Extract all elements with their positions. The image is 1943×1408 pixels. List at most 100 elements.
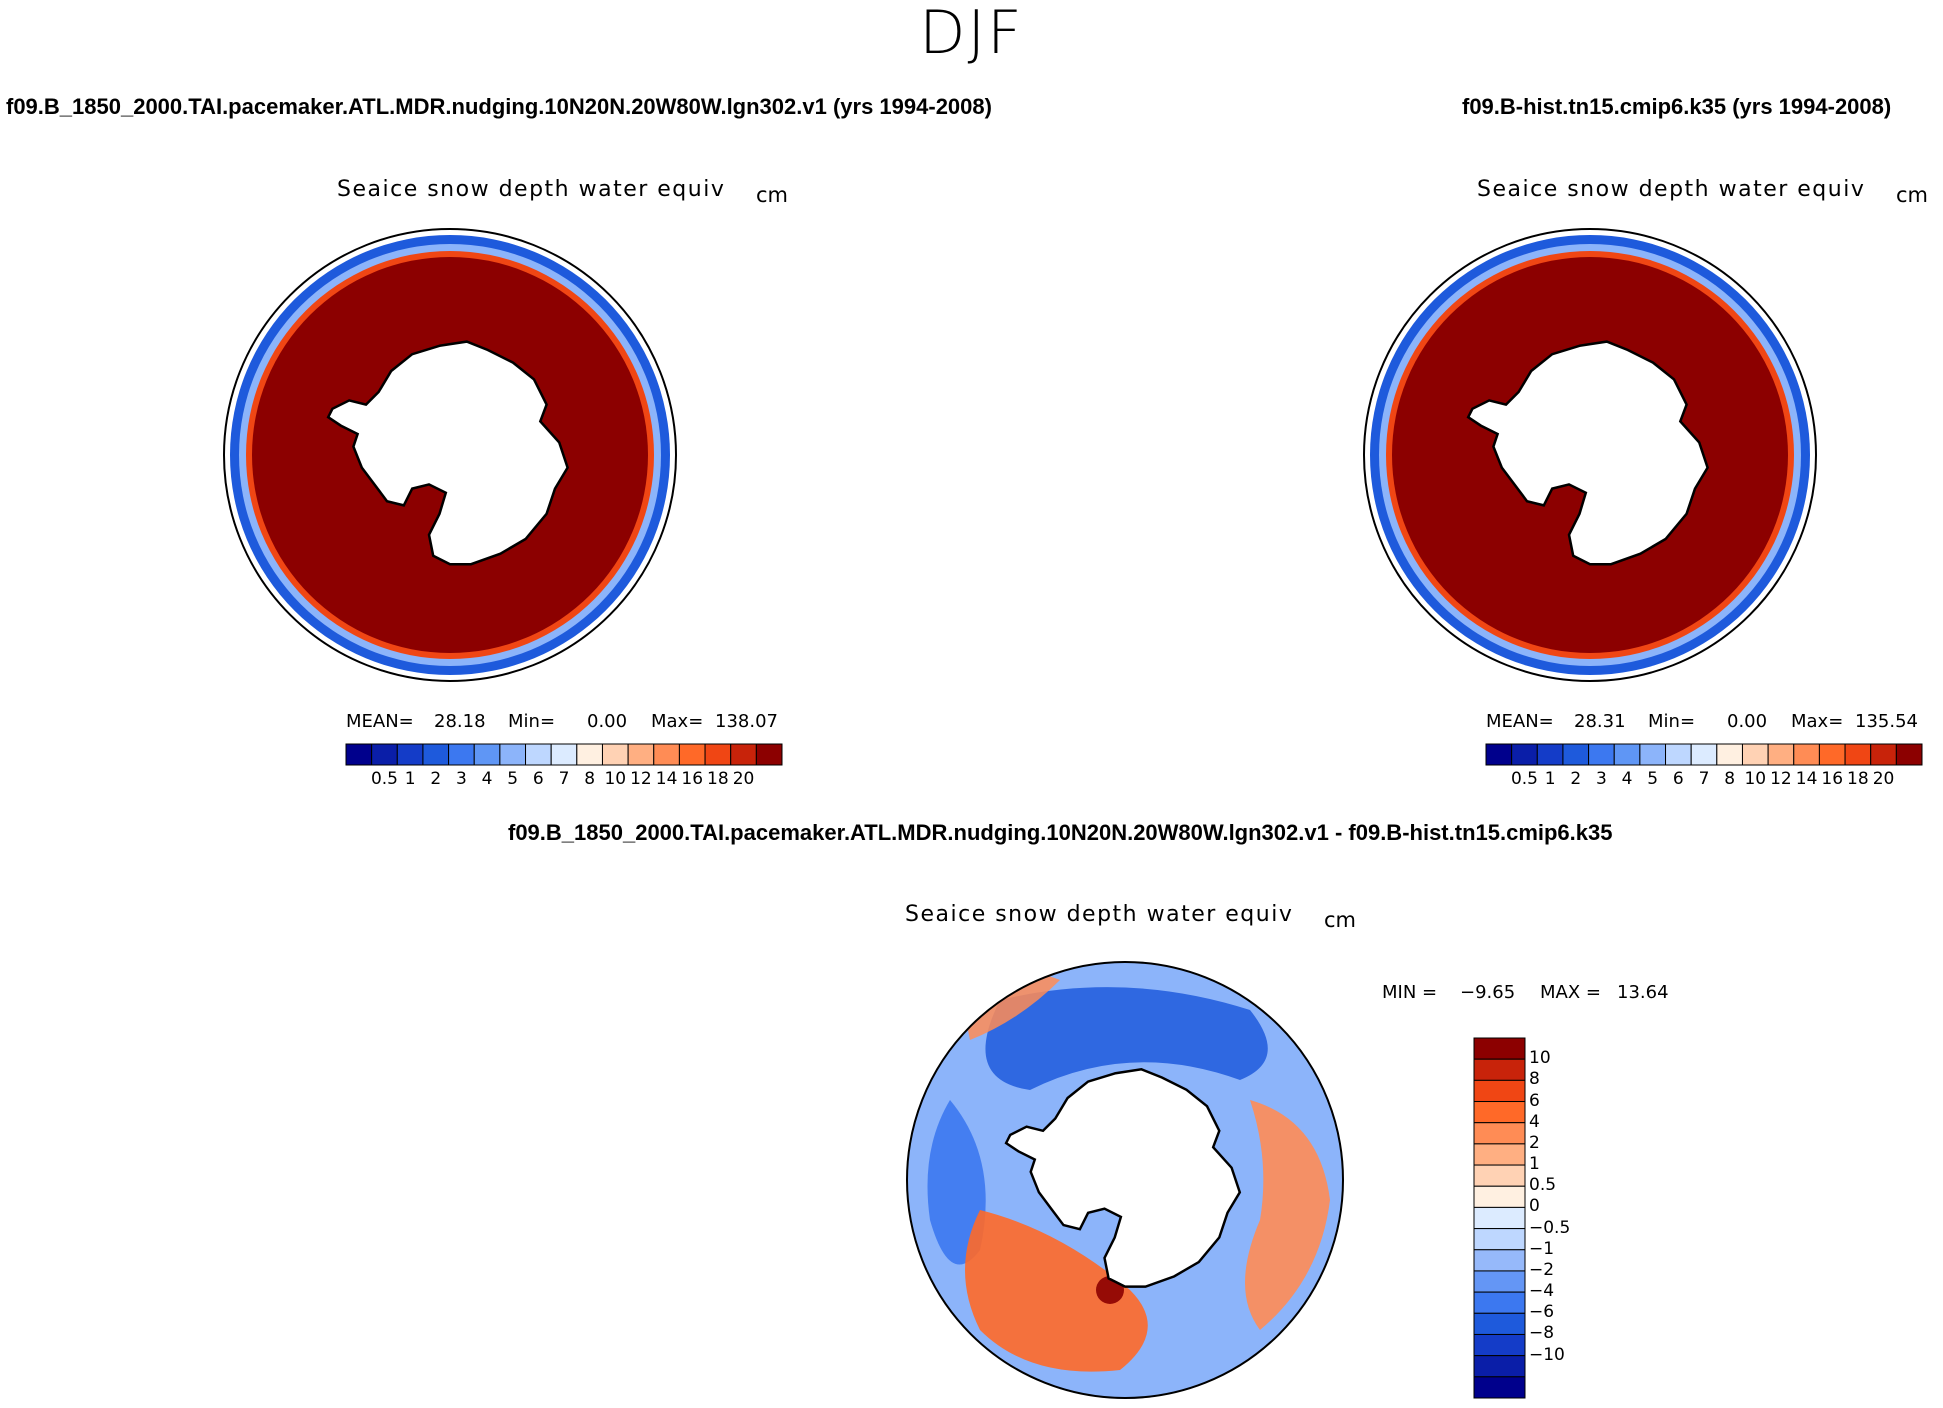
panel-1-mean-label: MEAN= <box>346 711 414 732</box>
colorbar-swatch <box>1793 743 1820 766</box>
colorbar-swatch <box>1473 1355 1526 1378</box>
colorbar-swatch <box>1473 1270 1526 1293</box>
colorbar-tick-label: −10 <box>1529 1344 1565 1365</box>
colorbar-swatch <box>1473 1376 1526 1399</box>
colorbar-swatch <box>627 743 655 766</box>
colorbar-tick-label: 10 <box>1529 1048 1551 1069</box>
panel-2-mean-value: 28.31 <box>1574 711 1626 732</box>
colorbar-swatch <box>525 743 552 766</box>
colorbar-tick-label: −0.5 <box>1529 1217 1571 1238</box>
colorbar-swatch <box>1473 1206 1526 1230</box>
colorbar-tick-label: 3 <box>1595 769 1607 789</box>
panel-1-max-label: Max= <box>651 711 704 732</box>
colorbar-tick-label: −6 <box>1529 1302 1555 1323</box>
colorbar-swatch <box>601 743 629 766</box>
colorbar-tick-label: 7 <box>1698 769 1710 789</box>
colorbar-tick-label: 20 <box>732 769 755 789</box>
colorbar-tick-label: 4 <box>1621 769 1633 789</box>
colorbar-swatch <box>1473 1228 1526 1251</box>
panel-2-map <box>1363 228 1905 682</box>
colorbar-swatch <box>1511 743 1538 766</box>
colorbar-tick-label: 5 <box>1647 769 1659 789</box>
panel-2-max-value: 135.54 <box>1855 711 1918 732</box>
colorbar-tick-label: 1 <box>404 769 416 789</box>
colorbar-tick-label: 0.5 <box>370 769 398 789</box>
panel-2-high-snow-patch <box>1845 385 1905 475</box>
panel-2-colorbar <box>1485 743 1923 766</box>
colorbar-swatch <box>653 743 680 766</box>
panel-1-mean-value: 28.18 <box>434 711 486 732</box>
panel-3-max-value: 13.64 <box>1617 982 1669 1003</box>
panel-2-units: cm <box>1896 183 1929 207</box>
colorbar-tick-label: 18 <box>707 769 729 789</box>
colorbar-swatch <box>396 743 424 766</box>
panel-2-min-value: 0.00 <box>1727 711 1768 732</box>
panel-3-variable-title: Seaice snow depth water equiv <box>905 902 1294 927</box>
colorbar-swatch <box>730 743 757 766</box>
panel-3-map <box>906 961 1344 1399</box>
colorbar-tick-label: 8 <box>1724 769 1736 789</box>
colorbar-swatch <box>1473 1037 1526 1060</box>
colorbar-tick-label: −8 <box>1529 1323 1555 1344</box>
panel-3-map-boundary <box>906 961 1344 1399</box>
colorbar-swatch <box>1473 1164 1526 1187</box>
colorbar-swatch <box>1741 743 1769 766</box>
panel-2-mean-label: MEAN= <box>1486 711 1554 732</box>
colorbar-tick-label: 5 <box>507 769 519 789</box>
colorbar-tick-label: 6 <box>532 769 544 789</box>
colorbar-swatch <box>473 743 501 766</box>
colorbar-swatch <box>448 743 475 766</box>
colorbar-swatch <box>1473 1122 1526 1145</box>
colorbar-swatch <box>345 743 373 766</box>
colorbar-tick-label: 8 <box>584 769 596 789</box>
colorbar-swatch <box>1895 743 1923 766</box>
colorbar-tick-label: 12 <box>1770 769 1792 789</box>
colorbar-swatch <box>1536 743 1564 766</box>
colorbar-tick-label: 4 <box>1529 1111 1540 1132</box>
colorbar-tick-label: 7 <box>558 769 570 789</box>
panel-2-map-boundary <box>1363 228 1817 682</box>
panel-3-units: cm <box>1324 908 1357 932</box>
colorbar-swatch <box>1473 1249 1526 1272</box>
panel-1-variable-title: Seaice snow depth water equiv <box>337 177 726 202</box>
colorbar-swatch <box>499 743 527 766</box>
panel-1-max-value: 138.07 <box>715 711 778 732</box>
colorbar-swatch <box>1613 743 1641 766</box>
colorbar-swatch <box>678 743 706 766</box>
colorbar-tick-label: 0 <box>1529 1196 1540 1217</box>
colorbar-swatch <box>1473 1291 1526 1314</box>
colorbar-swatch <box>1473 1143 1526 1166</box>
colorbar-swatch <box>1588 743 1615 766</box>
panel-1-min-value: 0.00 <box>587 711 628 732</box>
colorbar-swatch <box>576 743 603 766</box>
colorbar-tick-label: 16 <box>1821 769 1844 789</box>
colorbar-swatch <box>422 743 450 766</box>
colorbar-tick-label: −2 <box>1529 1259 1555 1280</box>
colorbar-tick-label: −4 <box>1529 1281 1555 1302</box>
colorbar-tick-label: 2 <box>1570 769 1582 789</box>
panel-3-case-title: f09.B_1850_2000.TAI.pacemaker.ATL.MDR.nu… <box>508 820 1613 845</box>
panel-1-high-snow-patch <box>705 390 765 470</box>
colorbar-swatch <box>1473 1101 1526 1124</box>
colorbar-tick-label: 2 <box>430 769 442 789</box>
colorbar-swatch <box>1473 1058 1526 1081</box>
colorbar-tick-label: 12 <box>630 769 652 789</box>
panel-3-colorbar <box>1473 1037 1526 1399</box>
colorbar-swatch <box>1473 1312 1526 1335</box>
colorbar-swatch <box>1485 743 1513 766</box>
colorbar-swatch <box>1767 743 1795 766</box>
colorbar-swatch <box>1473 1079 1526 1103</box>
panel-3-max-label: MAX = <box>1540 982 1601 1003</box>
panel-1-min-label: Min= <box>508 711 556 732</box>
colorbar-tick-label: 14 <box>1795 769 1818 789</box>
colorbar-tick-label: −1 <box>1529 1238 1555 1259</box>
colorbar-tick-label: 0.5 <box>1529 1175 1557 1196</box>
panel-1-units: cm <box>756 183 789 207</box>
panel-2-max-label: Max= <box>1791 711 1844 732</box>
panel-1-map <box>223 228 765 682</box>
colorbar-swatch <box>1562 743 1590 766</box>
panel-1-case-title: f09.B_1850_2000.TAI.pacemaker.ATL.MDR.nu… <box>6 94 992 119</box>
panel-2-min-label: Min= <box>1648 711 1696 732</box>
panel-1-colorbar <box>345 743 783 766</box>
colorbar-tick-label: 16 <box>681 769 704 789</box>
